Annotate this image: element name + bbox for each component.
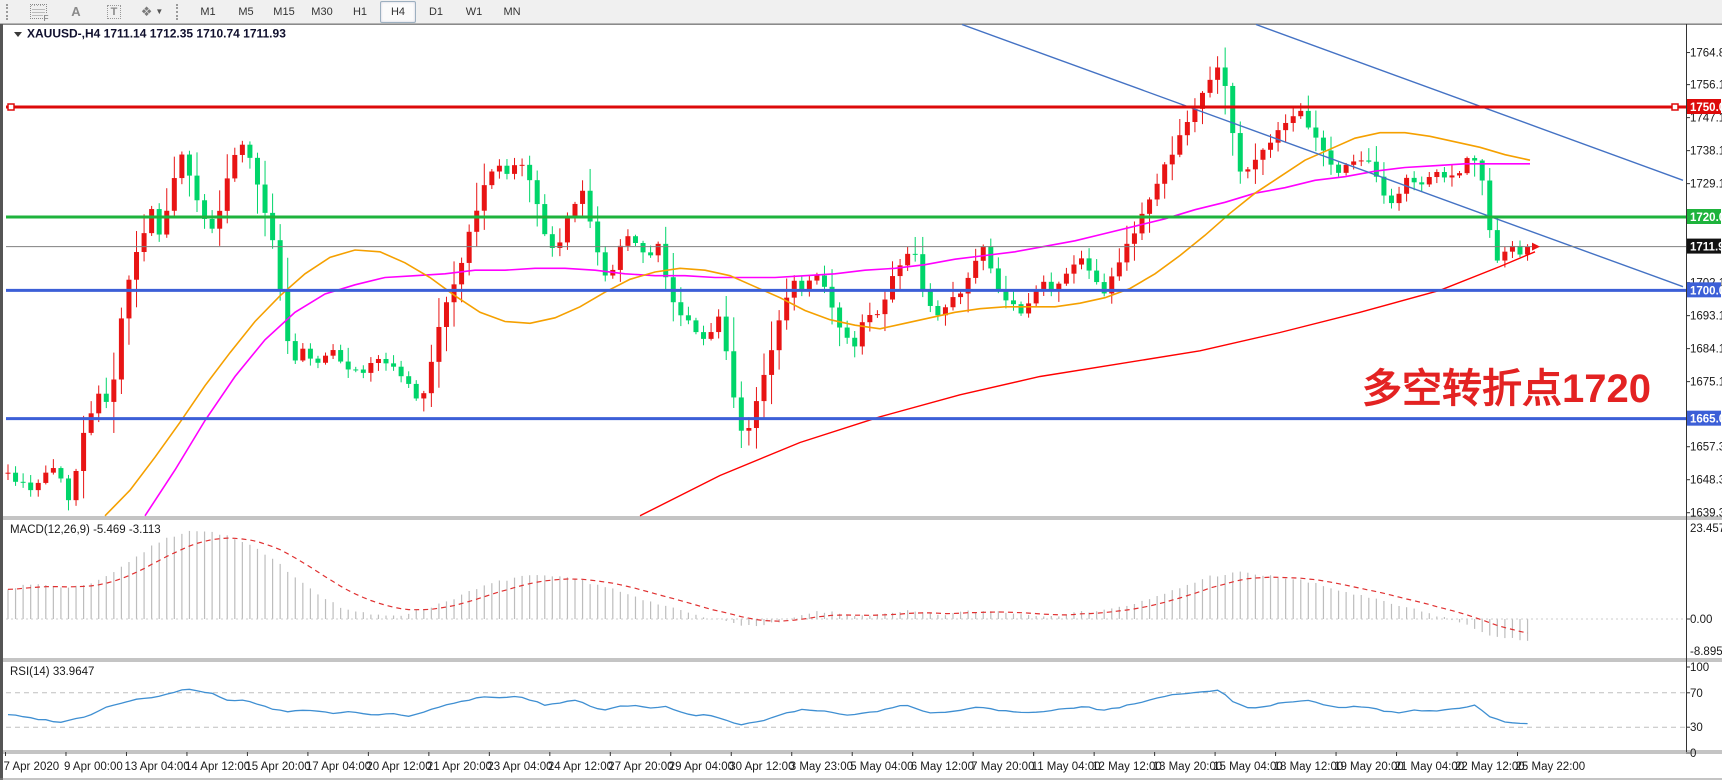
panel-frames xyxy=(0,24,1722,780)
svg-text:22 May 12:00: 22 May 12:00 xyxy=(1455,761,1525,773)
svg-text:7 Apr 2020: 7 Apr 2020 xyxy=(4,761,60,773)
svg-text:1700.00: 1700.00 xyxy=(1690,285,1722,297)
rsi-label: RSI(14) 33.9647 xyxy=(10,666,94,678)
svg-text:21 May 04:00: 21 May 04:00 xyxy=(1395,761,1465,773)
fibonacci-tool-button[interactable]: F xyxy=(20,1,56,23)
ma-fast-orange xyxy=(104,131,1531,517)
svg-text:3 May 23:00: 3 May 23:00 xyxy=(790,761,853,773)
svg-text:1639.35: 1639.35 xyxy=(1690,508,1722,520)
svg-text:1720.00: 1720.00 xyxy=(1690,212,1722,224)
drawing-and-timeframe-toolbar: F A T ❖ ▼ M1 M5 M15 M30 H1 H4 D1 W1 MN xyxy=(0,0,1722,24)
svg-text:1648.35: 1648.35 xyxy=(1690,475,1722,487)
svg-text:9 Apr 00:00: 9 Apr 00:00 xyxy=(64,761,123,773)
svg-text:30: 30 xyxy=(1690,722,1703,734)
svg-text:1675.10: 1675.10 xyxy=(1690,377,1722,389)
timeframe-button-mn[interactable]: MN xyxy=(503,5,521,18)
svg-text:-8.895: -8.895 xyxy=(1690,646,1722,658)
price-axis[interactable]: 1764.851756.101747.101738.101729.101702.… xyxy=(1686,48,1722,520)
svg-text:20 Apr 12:00: 20 Apr 12:00 xyxy=(366,761,431,773)
chart-title-layer: XAUUSD-,H4 1711.14 1712.35 1710.74 1711.… xyxy=(14,27,286,41)
ma-mid-magenta xyxy=(144,163,1530,517)
svg-text:70: 70 xyxy=(1690,688,1703,700)
toolbar-grip-2[interactable] xyxy=(176,3,184,20)
svg-text:1657.35: 1657.35 xyxy=(1690,442,1722,454)
chart-area[interactable]: 多空转折点1720 XAUUSD-,H4 1711.14 1712.35 1710… xyxy=(0,23,1722,780)
svg-text:100: 100 xyxy=(1690,662,1709,674)
svg-text:30 Apr 12:00: 30 Apr 12:00 xyxy=(729,761,794,773)
svg-text:1684.10: 1684.10 xyxy=(1690,344,1722,356)
rsi-line xyxy=(7,688,1528,726)
svg-text:18 May 12:00: 18 May 12:00 xyxy=(1274,761,1344,773)
svg-text:1747.10: 1747.10 xyxy=(1690,113,1722,125)
horizontal-levels-layer xyxy=(6,103,1686,421)
macd-label: MACD(12,26,9) -5.469 -3.113 xyxy=(10,524,161,536)
trendlines-layer xyxy=(961,23,1684,288)
svg-text:21 Apr 20:00: 21 Apr 20:00 xyxy=(427,761,492,773)
candles-layer xyxy=(5,47,1531,511)
chevron-down-icon: ▼ xyxy=(155,7,164,16)
shapes-tool-button[interactable]: ❖ ▼ xyxy=(134,1,170,23)
symbol-dropdown-icon[interactable] xyxy=(14,32,22,37)
text-a-icon: A xyxy=(71,4,81,19)
rsi-panel: RSI(14) 33.9647 100 70 30 0 xyxy=(6,662,1709,760)
svg-text:0.00: 0.00 xyxy=(1690,614,1712,626)
svg-text:1665.00: 1665.00 xyxy=(1690,414,1722,426)
timeframe-button-d1[interactable]: D1 xyxy=(428,5,444,18)
svg-text:5 May 04:00: 5 May 04:00 xyxy=(850,761,913,773)
svg-text:24 Apr 12:00: 24 Apr 12:00 xyxy=(548,761,613,773)
macd-panel: MACD(12,26,9) -5.469 -3.113 23.457 0.00 -8.… xyxy=(6,523,1722,658)
svg-text:19 May 20:00: 19 May 20:00 xyxy=(1334,761,1404,773)
current-price-arrow-icon xyxy=(1532,242,1540,251)
svg-text:6 May 12:00: 6 May 12:00 xyxy=(911,761,974,773)
svg-text:1738.10: 1738.10 xyxy=(1690,146,1722,158)
text-label-icon: T xyxy=(106,4,122,19)
svg-text:7 May 20:00: 7 May 20:00 xyxy=(971,761,1034,773)
svg-text:14 Apr 12:00: 14 Apr 12:00 xyxy=(185,761,250,773)
label-tool-button[interactable]: T xyxy=(96,1,132,23)
macd-signal-line xyxy=(7,537,1528,634)
timeframe-button-h1[interactable]: H1 xyxy=(352,5,368,18)
timeframe-button-m30[interactable]: M30 xyxy=(311,5,333,18)
svg-text:0: 0 xyxy=(1690,748,1696,760)
svg-text:25 May 22:00: 25 May 22:00 xyxy=(1516,761,1586,773)
svg-text:13 Apr 04:00: 13 Apr 04:00 xyxy=(124,761,189,773)
annotation-layer: 多空转折点1720 xyxy=(1362,367,1651,411)
svg-text:23.457: 23.457 xyxy=(1690,523,1722,535)
timeframe-bar: M1 M5 M15 M30 H1 H4 D1 W1 MN xyxy=(190,0,530,23)
hline-handle-left[interactable] xyxy=(7,103,15,111)
descending-trendline-1[interactable] xyxy=(961,23,1684,288)
svg-text:1729.10: 1729.10 xyxy=(1690,179,1722,191)
descending-trendline-2[interactable] xyxy=(1255,23,1684,181)
timeframe-button-h4[interactable]: H4 xyxy=(380,0,416,23)
annotation-text[interactable]: 多空转折点1720 xyxy=(1362,367,1651,411)
shapes-icon: ❖ xyxy=(140,3,153,19)
chart-svg[interactable]: 多空转折点1720 XAUUSD-,H4 1711.14 1712.35 1710… xyxy=(0,23,1722,780)
toolbar-grip[interactable] xyxy=(6,3,14,20)
svg-text:15 May 04:00: 15 May 04:00 xyxy=(1213,761,1283,773)
chart-title: XAUUSD-,H4 1711.14 1712.35 1710.74 1711.… xyxy=(27,27,286,41)
svg-text:27 Apr 20:00: 27 Apr 20:00 xyxy=(608,761,673,773)
hline-handle-right[interactable] xyxy=(1671,103,1679,111)
svg-text:23 Apr 04:00: 23 Apr 04:00 xyxy=(487,761,552,773)
svg-text:11 May 04:00: 11 May 04:00 xyxy=(1032,761,1101,773)
svg-text:12 May 12:00: 12 May 12:00 xyxy=(1092,761,1162,773)
svg-text:1764.85: 1764.85 xyxy=(1690,48,1722,60)
svg-text:1711.93: 1711.93 xyxy=(1690,242,1722,254)
svg-text:1750.00: 1750.00 xyxy=(1690,102,1722,114)
timeframe-button-m15[interactable]: M15 xyxy=(273,5,295,18)
fibonacci-grid-icon: F xyxy=(29,4,50,23)
svg-text:29 Apr 04:00: 29 Apr 04:00 xyxy=(669,761,734,773)
timeframe-button-m1[interactable]: M1 xyxy=(200,5,216,18)
text-tool-button[interactable]: A xyxy=(58,1,94,23)
svg-text:1756.10: 1756.10 xyxy=(1690,80,1722,92)
svg-text:1693.10: 1693.10 xyxy=(1690,311,1722,323)
svg-text:13 May 20:00: 13 May 20:00 xyxy=(1153,761,1223,773)
svg-text:17 Apr 04:00: 17 Apr 04:00 xyxy=(306,761,371,773)
svg-text:15 Apr 20:00: 15 Apr 20:00 xyxy=(245,761,310,773)
timeframe-button-w1[interactable]: W1 xyxy=(465,5,483,18)
timeframe-button-m5[interactable]: M5 xyxy=(238,5,254,18)
